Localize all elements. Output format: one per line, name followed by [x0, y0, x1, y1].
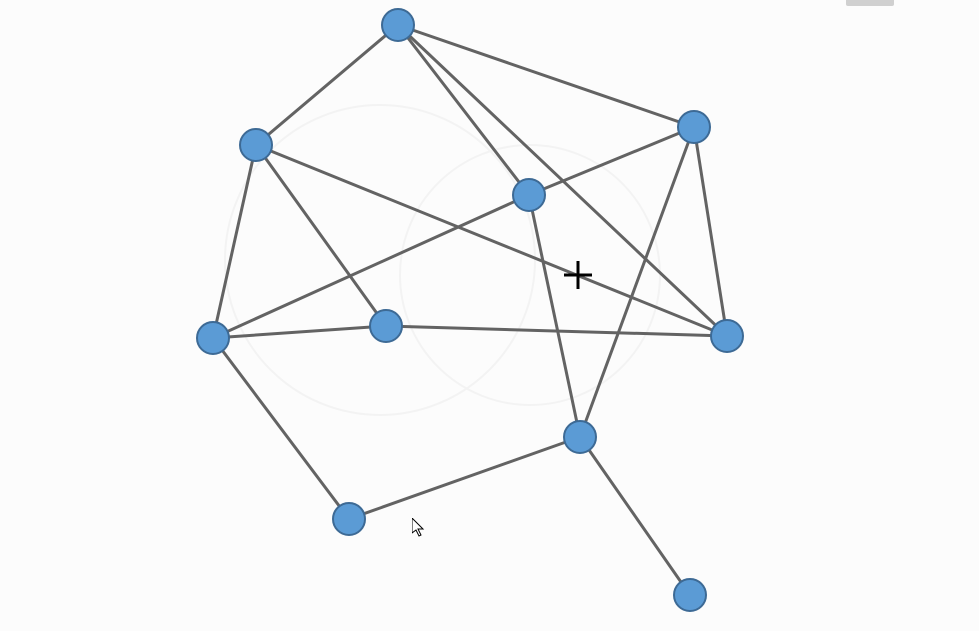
- graph-node[interactable]: [564, 421, 596, 453]
- graph-edge[interactable]: [349, 437, 580, 519]
- graph-node[interactable]: [674, 579, 706, 611]
- graph-edge[interactable]: [256, 25, 398, 145]
- graph-edge[interactable]: [398, 25, 694, 127]
- graph-edge[interactable]: [213, 338, 349, 519]
- toolbar-fragment: [846, 0, 894, 6]
- graph-node[interactable]: [678, 111, 710, 143]
- graph-node[interactable]: [382, 9, 414, 41]
- graph-node[interactable]: [240, 129, 272, 161]
- edges-layer: [213, 25, 727, 595]
- graph-edge[interactable]: [213, 145, 256, 338]
- graph-node[interactable]: [197, 322, 229, 354]
- graph-node[interactable]: [513, 179, 545, 211]
- graph-edge[interactable]: [694, 127, 727, 336]
- graph-node[interactable]: [370, 310, 402, 342]
- graph-edge[interactable]: [529, 195, 580, 437]
- graph-edge[interactable]: [580, 437, 690, 595]
- graph-node[interactable]: [711, 320, 743, 352]
- graph-canvas[interactable]: [0, 0, 979, 631]
- graph-edge[interactable]: [529, 127, 694, 195]
- graph-node[interactable]: [333, 503, 365, 535]
- guide-circles-layer: [225, 105, 660, 415]
- plus-marker: [564, 261, 592, 289]
- graph-edge[interactable]: [213, 195, 529, 338]
